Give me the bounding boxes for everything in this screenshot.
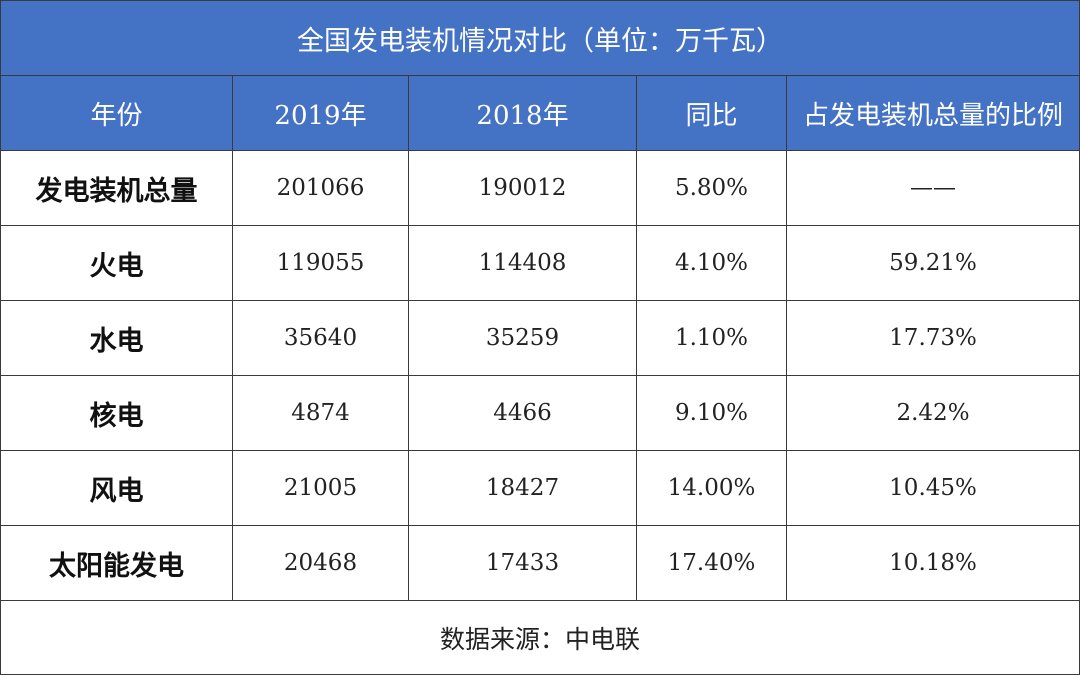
header-year: 年份 bbox=[0, 75, 233, 151]
cell-2019: 35640 bbox=[232, 300, 409, 376]
cell-share: 59.21% bbox=[785, 225, 1080, 301]
cell-2019: 201066 bbox=[232, 150, 409, 226]
table-row: 火电 119055 114408 4.10% 59.21% bbox=[0, 225, 1080, 301]
header-yoy: 同比 bbox=[636, 75, 787, 151]
table-row: 发电装机总量 201066 190012 5.80% —— bbox=[0, 150, 1080, 226]
cell-yoy: 17.40% bbox=[636, 525, 787, 601]
cell-share: 10.45% bbox=[785, 450, 1080, 526]
table-row: 风电 21005 18427 14.00% 10.45% bbox=[0, 450, 1080, 526]
header-2019: 2019年 bbox=[232, 75, 409, 151]
cell-share: 2.42% bbox=[785, 375, 1080, 451]
cell-2018: 18427 bbox=[408, 450, 637, 526]
cell-yoy: 1.10% bbox=[636, 300, 787, 376]
cell-2018: 17433 bbox=[408, 525, 637, 601]
row-label: 核电 bbox=[0, 375, 233, 451]
cell-2019: 21005 bbox=[232, 450, 409, 526]
cell-2018: 4466 bbox=[408, 375, 637, 451]
source-row: 数据来源：中电联 bbox=[0, 600, 1080, 675]
table-row: 核电 4874 4466 9.10% 2.42% bbox=[0, 375, 1080, 451]
cell-2018: 35259 bbox=[408, 300, 637, 376]
header-2018: 2018年 bbox=[408, 75, 637, 151]
cell-2019: 4874 bbox=[232, 375, 409, 451]
cell-2018: 114408 bbox=[408, 225, 637, 301]
cell-share: 10.18% bbox=[785, 525, 1080, 601]
row-label: 火电 bbox=[0, 225, 233, 301]
table-row: 水电 35640 35259 1.10% 17.73% bbox=[0, 300, 1080, 376]
table-row: 太阳能发电 20468 17433 17.40% 10.18% bbox=[0, 525, 1080, 601]
cell-share: —— bbox=[785, 150, 1080, 226]
cell-2018: 190012 bbox=[408, 150, 637, 226]
cell-yoy: 14.00% bbox=[636, 450, 787, 526]
cell-yoy: 4.10% bbox=[636, 225, 787, 301]
header-row: 年份 2019年 2018年 同比 占发电装机总量的比例 bbox=[0, 75, 1080, 151]
row-label: 太阳能发电 bbox=[0, 525, 233, 601]
data-source: 数据来源：中电联 bbox=[0, 600, 1080, 675]
row-label: 风电 bbox=[0, 450, 233, 526]
cell-yoy: 9.10% bbox=[636, 375, 787, 451]
row-label: 发电装机总量 bbox=[0, 150, 233, 226]
cell-2019: 119055 bbox=[232, 225, 409, 301]
cell-2019: 20468 bbox=[232, 525, 409, 601]
table-title: 全国发电装机情况对比（单位：万千瓦） bbox=[0, 0, 1080, 76]
cell-yoy: 5.80% bbox=[636, 150, 787, 226]
title-row: 全国发电装机情况对比（单位：万千瓦） bbox=[0, 0, 1080, 76]
header-share: 占发电装机总量的比例 bbox=[785, 75, 1080, 151]
cell-share: 17.73% bbox=[785, 300, 1080, 376]
row-label: 水电 bbox=[0, 300, 233, 376]
